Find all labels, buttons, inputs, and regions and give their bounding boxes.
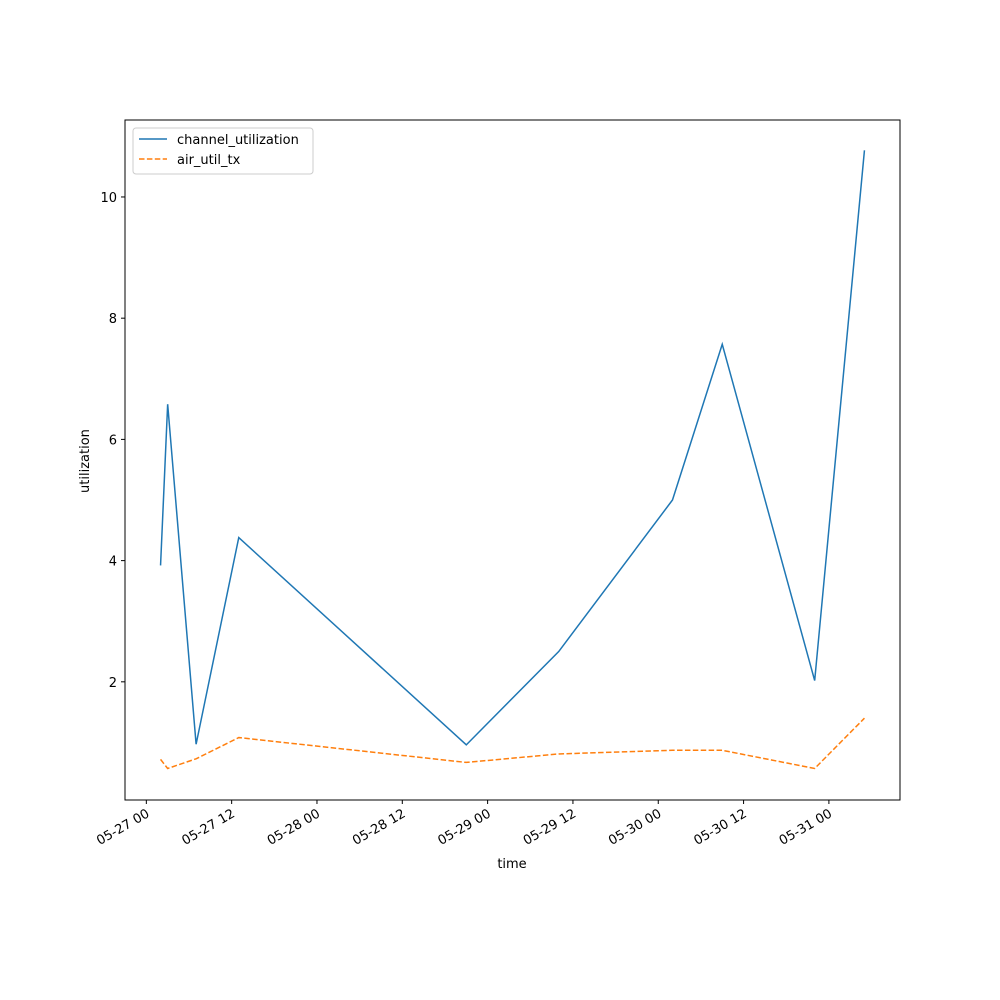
plot-frame bbox=[124, 119, 901, 801]
y-tick-label: 8 bbox=[109, 312, 117, 327]
legend-label: air_util_tx bbox=[177, 153, 241, 168]
y-tick-label: 10 bbox=[100, 191, 117, 206]
legend-label: channel_utilization bbox=[177, 133, 299, 148]
y-tick-label: 4 bbox=[109, 555, 117, 570]
x-axis-label: time bbox=[497, 857, 526, 872]
y-axis-label: utilization bbox=[78, 429, 93, 493]
series-line bbox=[159, 717, 865, 770]
legend-box bbox=[132, 127, 314, 175]
y-tick-label: 2 bbox=[109, 676, 117, 691]
series-line bbox=[159, 150, 866, 746]
y-tick-label: 6 bbox=[109, 433, 117, 448]
